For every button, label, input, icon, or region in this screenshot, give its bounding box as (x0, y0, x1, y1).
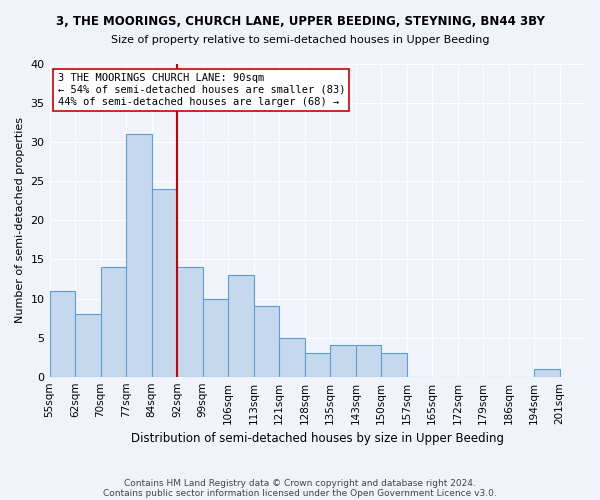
Bar (101, 267, 126, 376)
Text: Size of property relative to semi-detached houses in Upper Beeding: Size of property relative to semi-detach… (111, 35, 489, 45)
Bar (254, 306, 279, 376)
Bar (356, 346, 381, 376)
Bar (203, 298, 228, 376)
Bar (534, 369, 560, 376)
Text: 3 THE MOORINGS CHURCH LANE: 90sqm
← 54% of semi-detached houses are smaller (83): 3 THE MOORINGS CHURCH LANE: 90sqm ← 54% … (58, 74, 345, 106)
Bar (126, 134, 152, 376)
Bar (177, 267, 203, 376)
Bar (50, 290, 75, 376)
Bar (152, 189, 177, 376)
Text: Contains public sector information licensed under the Open Government Licence v3: Contains public sector information licen… (103, 488, 497, 498)
Bar (381, 353, 407, 376)
X-axis label: Distribution of semi-detached houses by size in Upper Beeding: Distribution of semi-detached houses by … (131, 432, 504, 445)
Bar (75, 314, 101, 376)
Bar (330, 346, 356, 376)
Text: Contains HM Land Registry data © Crown copyright and database right 2024.: Contains HM Land Registry data © Crown c… (124, 478, 476, 488)
Y-axis label: Number of semi-detached properties: Number of semi-detached properties (15, 118, 25, 324)
Bar (228, 275, 254, 376)
Bar (279, 338, 305, 376)
Bar (305, 353, 330, 376)
Text: 3, THE MOORINGS, CHURCH LANE, UPPER BEEDING, STEYNING, BN44 3BY: 3, THE MOORINGS, CHURCH LANE, UPPER BEED… (56, 15, 544, 28)
